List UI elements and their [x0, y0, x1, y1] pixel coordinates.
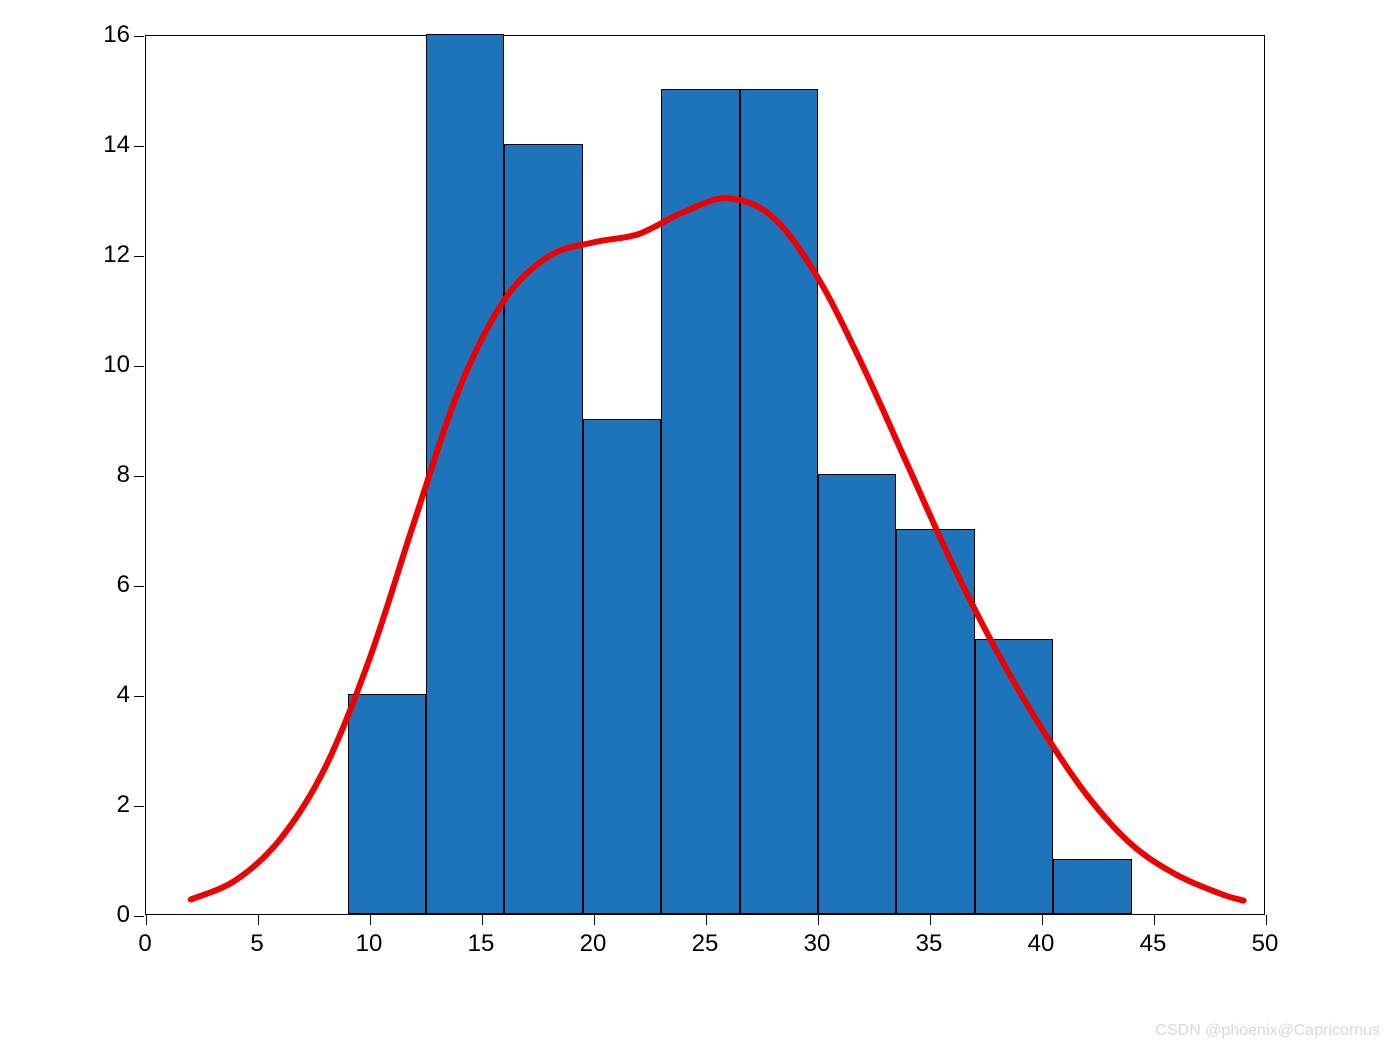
y-tick	[134, 696, 144, 697]
chart-container: 051015202530354045500246810121416	[145, 35, 1265, 915]
y-tick-label: 4	[70, 681, 130, 709]
x-tick	[258, 915, 259, 925]
watermark-text: CSDN @phoenix@Capricornus	[1155, 1022, 1380, 1040]
x-tick-label: 35	[904, 930, 954, 958]
histogram-bar	[896, 529, 974, 914]
x-tick-label: 30	[792, 930, 842, 958]
y-tick	[134, 806, 144, 807]
x-tick	[482, 915, 483, 925]
x-tick-label: 40	[1016, 930, 1066, 958]
y-tick	[134, 146, 144, 147]
x-tick-label: 10	[344, 930, 394, 958]
x-tick	[594, 915, 595, 925]
y-tick	[134, 586, 144, 587]
y-tick	[134, 366, 144, 367]
y-tick-label: 10	[70, 351, 130, 379]
y-tick-label: 8	[70, 461, 130, 489]
histogram-bar	[583, 419, 661, 914]
plot-area	[145, 35, 1265, 915]
x-tick-label: 45	[1128, 930, 1178, 958]
y-tick	[134, 476, 144, 477]
histogram-bar	[818, 474, 896, 914]
x-tick-label: 15	[456, 930, 506, 958]
histogram-bar	[348, 694, 426, 914]
y-tick-label: 16	[70, 21, 130, 49]
y-tick	[134, 256, 144, 257]
histogram-bar	[661, 89, 739, 914]
x-tick	[1266, 915, 1267, 925]
y-tick-label: 2	[70, 791, 130, 819]
x-tick	[1042, 915, 1043, 925]
x-tick-label: 5	[232, 930, 282, 958]
y-tick	[134, 36, 144, 37]
x-tick-label: 25	[680, 930, 730, 958]
histogram-bar	[426, 34, 504, 914]
x-tick	[706, 915, 707, 925]
y-tick-label: 6	[70, 571, 130, 599]
y-tick-label: 0	[70, 901, 130, 929]
y-tick-label: 12	[70, 241, 130, 269]
x-tick-label: 20	[568, 930, 618, 958]
histogram-bar	[1053, 859, 1131, 914]
x-tick	[370, 915, 371, 925]
y-tick	[134, 916, 144, 917]
x-tick	[930, 915, 931, 925]
x-tick	[818, 915, 819, 925]
x-tick	[1154, 915, 1155, 925]
x-tick-label: 50	[1240, 930, 1290, 958]
y-tick-label: 14	[70, 131, 130, 159]
x-tick-label: 0	[120, 930, 170, 958]
histogram-bar	[740, 89, 818, 914]
histogram-bar	[975, 639, 1053, 914]
histogram-bar	[504, 144, 582, 914]
x-tick	[146, 915, 147, 925]
